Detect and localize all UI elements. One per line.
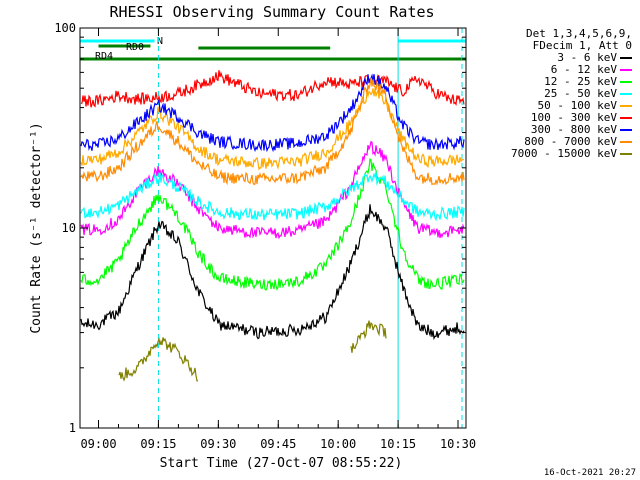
x-axis-label: Start Time (27-Oct-07 08:55:22) — [160, 456, 403, 471]
legend-swatch — [620, 57, 632, 59]
x-tick-label: 09:45 — [260, 437, 296, 451]
legend-entry: 50 - 100 keV — [482, 100, 638, 112]
band-annotation: RD0 — [126, 42, 144, 53]
legend-swatch — [620, 141, 632, 143]
series-line — [80, 140, 465, 240]
legend-label: 3 - 6 keV — [557, 51, 617, 64]
legend-swatch — [620, 117, 632, 119]
x-axis-ticks: 09:00 09:15 09:30 09:45 10:00 10:15 10:30 — [80, 28, 476, 451]
series-layer — [80, 70, 465, 382]
y-axis-label: Count Rate (s⁻¹ detector⁻¹) — [29, 122, 44, 333]
legend-entry: 300 - 800 keV — [482, 124, 638, 136]
series-line — [80, 70, 465, 108]
legend-swatch — [620, 129, 632, 131]
legend-swatch — [620, 153, 632, 155]
y-tick-label: 100 — [54, 21, 76, 35]
legend-header-line-2: FDecim 1, Att 0 — [532, 39, 632, 52]
legend-header-line-1: Det 1,3,4,5,6,9, — [526, 27, 632, 40]
legend-entry: 6 - 12 keV — [482, 64, 638, 76]
series-line — [118, 320, 387, 382]
render-timestamp: 16-Oct-2021 20:27 — [543, 468, 636, 478]
y-tick-label: 10 — [62, 221, 76, 235]
legend-label: 7000 - 15000 keV — [511, 147, 617, 160]
legend-entry: 7000 - 15000 keV — [482, 148, 638, 160]
series-line — [80, 204, 465, 341]
legend-entry: 800 - 7000 keV — [482, 136, 638, 148]
legend-label: 50 - 100 keV — [537, 99, 617, 112]
legend-label: 25 - 50 keV — [544, 87, 617, 100]
y-axis-ticks: 1 10 100 — [54, 21, 466, 435]
legend-label: 12 - 25 keV — [544, 75, 617, 88]
legend-label: 6 - 12 keV — [550, 63, 617, 76]
series-line — [80, 171, 465, 222]
legend-entry: 25 - 50 keV — [482, 88, 638, 100]
series-line — [80, 157, 465, 291]
legend-swatch — [620, 105, 632, 107]
legend-swatch — [620, 93, 632, 95]
legend-entry: 12 - 25 keV — [482, 76, 638, 88]
x-tick-label: 10:15 — [380, 437, 416, 451]
attenuator-bands: N RD0 RD4 — [80, 36, 466, 62]
x-tick-label: 09:15 — [140, 437, 176, 451]
band-annotation: N — [157, 36, 163, 47]
x-tick-label: 09:30 — [200, 437, 236, 451]
series-line — [80, 73, 465, 153]
legend-entry: 3 - 6 keV — [482, 52, 638, 64]
legend-label: 100 - 300 keV — [530, 111, 617, 124]
x-tick-label: 10:00 — [320, 437, 356, 451]
legend-entry: 100 - 300 keV — [482, 112, 638, 124]
x-tick-label: 09:00 — [80, 437, 116, 451]
legend-label: 300 - 800 keV — [530, 123, 617, 136]
x-tick-label: 10:30 — [440, 437, 476, 451]
legend-label: 800 - 7000 keV — [524, 135, 617, 148]
y-tick-label: 1 — [69, 421, 76, 435]
series-line — [80, 88, 465, 171]
chart-legend: Det 1,3,4,5,6,9, FDecim 1, Att 0 3 - 6 k… — [482, 28, 638, 160]
series-line — [80, 77, 465, 186]
chart-title: RHESSI Observing Summary Count Rates — [109, 3, 434, 21]
legend-swatch — [620, 81, 632, 83]
legend-swatch — [620, 69, 632, 71]
band-annotation: RD4 — [95, 51, 113, 62]
legend-entries: 3 - 6 keV 6 - 12 keV 12 - 25 keV 25 - 50 ke… — [482, 52, 638, 160]
